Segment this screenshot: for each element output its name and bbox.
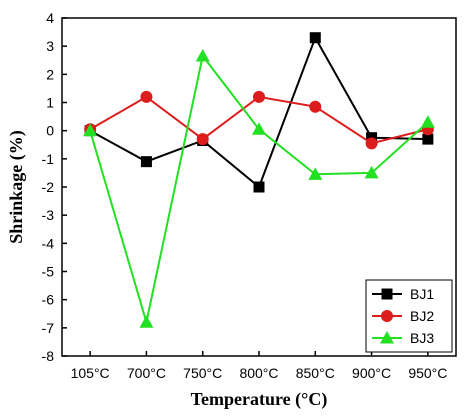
- legend-marker: [380, 331, 394, 344]
- y-tick-label: -1: [42, 151, 55, 167]
- legend-item-bj3: BJ3: [372, 330, 434, 346]
- legend-marker: [381, 310, 393, 322]
- data-point-bj2: [140, 90, 153, 103]
- y-tick-label: 2: [46, 66, 54, 82]
- data-point-bj2: [309, 100, 322, 113]
- data-point-bj2: [365, 137, 378, 150]
- data-point-bj3: [83, 123, 98, 137]
- x-tick-label: 105°C: [71, 365, 110, 381]
- x-tick-label: 950°C: [408, 365, 447, 381]
- y-tick-label: 4: [46, 10, 54, 26]
- data-point-bj1: [309, 32, 321, 44]
- data-point-bj3: [308, 167, 323, 180]
- series-layer: [83, 32, 435, 328]
- y-tick-label: -4: [42, 235, 55, 251]
- data-point-bj2: [253, 90, 265, 103]
- y-tick-label: -5: [42, 264, 55, 280]
- y-tick-label: 1: [46, 95, 54, 111]
- y-tick-label: -7: [42, 320, 55, 336]
- x-tick-label: 700°C: [127, 365, 166, 381]
- data-point-bj3: [139, 315, 154, 328]
- legend-label: BJ1: [410, 286, 434, 302]
- legend-label: BJ2: [410, 308, 434, 324]
- legend-label: BJ3: [410, 330, 434, 346]
- y-tick-label: -3: [42, 207, 55, 223]
- x-tick-label: 900°C: [352, 365, 391, 381]
- series-bj1: [84, 32, 434, 193]
- x-axis-title: Temperature (°C): [191, 389, 328, 410]
- legend-item-bj1: BJ1: [372, 286, 434, 302]
- y-tick-label: 3: [46, 38, 54, 54]
- data-point-bj3: [195, 49, 210, 62]
- y-axis-title: Shrinkage (%): [6, 130, 27, 244]
- y-tick-label: -2: [42, 179, 55, 195]
- data-point-bj3: [364, 165, 379, 179]
- x-tick-label: 850°C: [296, 365, 335, 381]
- legend: BJ1 BJ2 BJ3: [365, 279, 453, 353]
- y-tick-label: -6: [42, 292, 55, 308]
- data-point-bj1: [140, 156, 152, 168]
- x-tick-label: 750°C: [183, 365, 222, 381]
- data-point-bj3: [252, 122, 266, 135]
- data-point-bj3: [420, 115, 435, 128]
- series-line-bj2: [89, 95, 429, 145]
- y-axis: 4 3 2 1 0 -1 -2 -3 -4 -5 -6 -7 -8: [42, 10, 67, 364]
- x-axis: 105°C 700°C 750°C 800°C 850°C 900°C 950°C: [71, 351, 447, 381]
- data-point-bj1: [422, 133, 434, 145]
- legend-marker: [381, 288, 393, 300]
- series-bj2: [84, 90, 434, 150]
- data-point-bj2: [196, 133, 209, 146]
- y-tick-label: -8: [42, 348, 55, 364]
- series-bj3: [83, 49, 435, 328]
- x-tick-label: 800°C: [239, 365, 278, 381]
- series-line-bj1: [89, 35, 428, 189]
- data-point-bj1: [253, 181, 265, 193]
- legend-item-bj2: BJ2: [372, 308, 434, 324]
- y-tick-label: 0: [46, 123, 54, 139]
